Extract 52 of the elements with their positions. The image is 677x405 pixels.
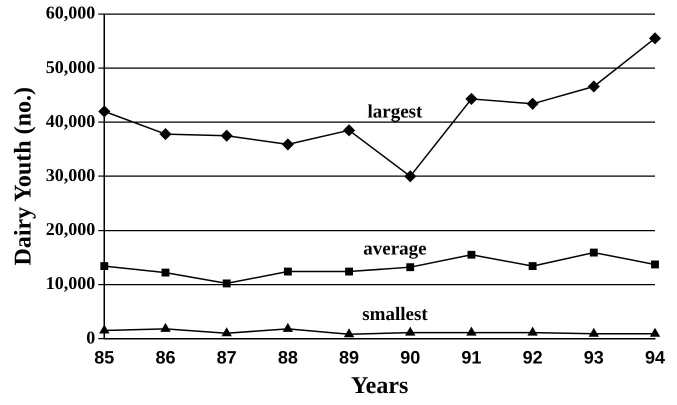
point: [466, 93, 478, 105]
point: [283, 324, 293, 332]
point: [345, 268, 353, 276]
point: [528, 327, 538, 336]
point: [589, 328, 598, 337]
x-tick-label: 92: [522, 347, 543, 368]
point: [404, 170, 416, 182]
point: [222, 328, 232, 336]
point: [160, 128, 172, 140]
point: [98, 106, 110, 118]
x-tick-label: 89: [339, 347, 360, 368]
x-tick-label: 90: [400, 347, 420, 368]
point: [528, 262, 537, 270]
point: [466, 327, 476, 336]
y-tick-label: 40,000: [46, 110, 96, 131]
y-tick-label: 10,000: [46, 273, 96, 294]
y-tick-label: 50,000: [46, 56, 96, 77]
point: [588, 80, 600, 92]
point: [162, 268, 170, 277]
x-tick-label: 86: [155, 347, 176, 368]
y-tick-label: 0: [86, 327, 96, 348]
point: [526, 98, 538, 110]
x-tick-label: 87: [216, 347, 237, 368]
point: [651, 260, 659, 268]
point: [160, 324, 170, 332]
y-axis-title: Dairy Youth (no.): [10, 87, 37, 266]
point: [344, 329, 354, 338]
point: [406, 327, 415, 336]
point: [100, 325, 109, 334]
point: [284, 268, 292, 276]
point: [282, 138, 294, 150]
point: [468, 250, 476, 259]
y-tick-label: 20,000: [46, 219, 96, 240]
point: [649, 32, 661, 44]
point: [343, 124, 355, 136]
x-axis-title: Years: [350, 372, 408, 399]
point: [222, 279, 231, 288]
x-tick-label: 91: [461, 347, 482, 368]
point: [650, 328, 660, 337]
point: [100, 262, 108, 270]
point: [406, 263, 414, 272]
x-tick-label: 88: [278, 347, 298, 368]
x-tick-label: 85: [94, 347, 114, 368]
x-tick-label: 94: [644, 347, 666, 368]
x-tick-label: 93: [584, 347, 604, 368]
y-tick-label: 30,000: [46, 164, 96, 185]
y-tick-label: 60,000: [46, 2, 96, 23]
point: [590, 248, 598, 257]
series-label: smallest: [362, 304, 428, 326]
series-label: average: [363, 238, 427, 260]
point: [220, 130, 232, 142]
series-label: largest: [368, 102, 424, 123]
